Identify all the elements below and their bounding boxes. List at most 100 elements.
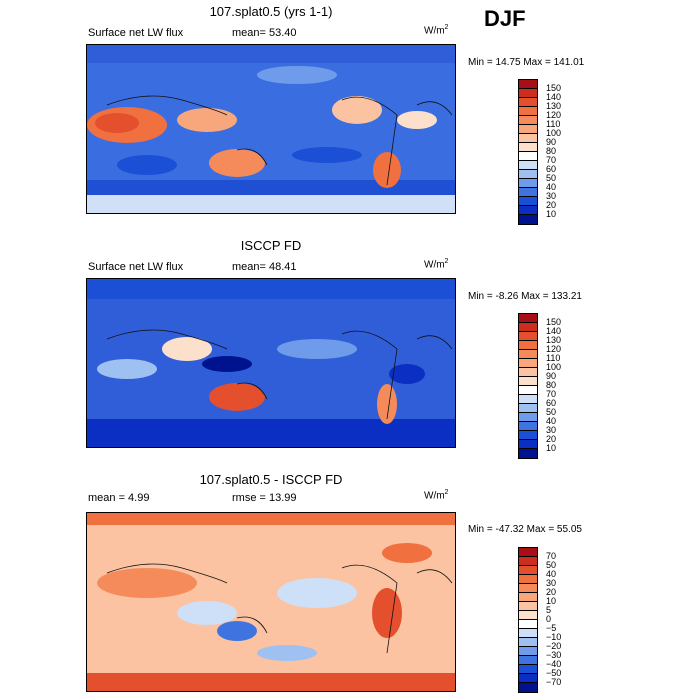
colorbar-tick-label: 60 [546, 398, 557, 408]
panel-title: 107.splat0.5 (yrs 1-1) [209, 4, 333, 19]
colorbar-tick-label: 90 [546, 371, 557, 381]
colorbar-tick-label: −10 [546, 632, 562, 642]
colorbar-tick-label: 10 [546, 443, 557, 453]
colorbar-tick-label: 110 [546, 353, 561, 363]
colorbar-segment [519, 152, 537, 161]
colorbar-segment [519, 161, 537, 170]
map-model [86, 44, 456, 214]
colorbar-segment [519, 584, 537, 593]
colorbar-tick-label: 30 [546, 191, 557, 201]
colorbar-tick-label: −40 [546, 659, 562, 669]
colorbar-segment [519, 143, 537, 152]
mean-label: mean = 4.99 [88, 492, 150, 504]
colorbar-tick-label: 0 [546, 614, 552, 624]
units-label: W/m2 [424, 489, 449, 502]
panel-title: 107.splat0.5 - ISCCP FD [199, 472, 343, 487]
colorbar-segment [519, 665, 537, 674]
colorbar-segment [519, 197, 537, 206]
colorbar-segment [519, 566, 537, 575]
colorbar-tick-label: 130 [546, 335, 562, 345]
colorbar-tick-label: −70 [546, 677, 562, 687]
colorbar-tick-label: 50 [546, 407, 557, 417]
mean-label: mean= 48.41 [232, 261, 297, 273]
colorbar-segment [519, 431, 537, 440]
colorbar-segment [519, 116, 537, 125]
colorbar-segment [519, 404, 537, 413]
colorbar-segment [519, 557, 537, 566]
colorbar-segment [519, 170, 537, 179]
colorbar-segment [519, 422, 537, 431]
colorbar-segment [519, 98, 537, 107]
colorbar-tick-label: −5 [546, 623, 557, 633]
map-obs [86, 278, 456, 448]
panel-model: 107.splat0.5 (yrs 1-1) Surface net LW fl… [0, 0, 700, 230]
colorbar-tick-label: −30 [546, 650, 562, 660]
colorbar-tick-label: 100 [546, 128, 562, 138]
colorbar-segment [519, 683, 537, 692]
colorbar-tick-label: 80 [546, 380, 557, 390]
mean-label: mean= 53.40 [232, 27, 297, 39]
colorbar-tick-label: 40 [546, 569, 557, 579]
colorbar-segment [519, 656, 537, 665]
colorbar-segment [519, 593, 537, 602]
colorbar-tick-label: 20 [546, 200, 557, 210]
colorbar-segment [519, 395, 537, 404]
colorbar-tick-label: 50 [546, 560, 557, 570]
colorbar-tick-label: 110 [546, 119, 561, 129]
colorbar-segment [519, 440, 537, 449]
colorbar-tick-label: 20 [546, 434, 557, 444]
colorbar-segment [519, 89, 537, 98]
colorbar-segment [519, 350, 537, 359]
colorbar-segment [519, 188, 537, 197]
field-label: Surface net LW flux [88, 27, 184, 39]
colorbar-segment [519, 647, 537, 656]
colorbar-segment [519, 332, 537, 341]
rmse-label: rmse = 13.99 [232, 492, 297, 504]
season-label: DJF [484, 6, 526, 31]
colorbar-tick-label: 130 [546, 101, 562, 111]
colorbar-tick-label: 5 [546, 605, 552, 615]
colorbar-segment [519, 314, 537, 323]
colorbar-tick-label: 140 [546, 326, 562, 336]
colorbar-segment [519, 323, 537, 332]
colorbar-tick-label: 70 [546, 389, 557, 399]
colorbar-segment [519, 377, 537, 386]
panel-title: ISCCP FD [240, 238, 302, 253]
colorbar-tick-label: 10 [546, 596, 557, 606]
colorbar-segment [519, 179, 537, 188]
colorbar-tick-label: 50 [546, 173, 557, 183]
colorbar-tick-label: 120 [546, 344, 562, 354]
colorbar-tick-label: 80 [546, 146, 557, 156]
colorbar-segment [519, 674, 537, 683]
colorbar-tick-label: 40 [546, 416, 557, 426]
colorbar-segment [519, 386, 537, 395]
map-diff [86, 512, 456, 692]
colorbar-tick-label: 60 [546, 164, 557, 174]
field-label: Surface net LW flux [88, 261, 184, 273]
colorbar-segment [519, 359, 537, 368]
panel-diff: 107.splat0.5 - ISCCP FD mean = 4.99 rmse… [0, 468, 700, 698]
panel-obs: ISCCP FD Surface net LW flux mean= 48.41… [0, 234, 700, 464]
colorbar-segment [519, 413, 537, 422]
colorbar-segment [519, 80, 537, 89]
colorbar-segment [519, 629, 537, 638]
colorbar-tick-label: 30 [546, 425, 557, 435]
colorbar-tick-label: 150 [546, 83, 562, 93]
colorbar-tick-label: 140 [546, 92, 562, 102]
min-max-label: Min = -47.32 Max = 55.05 [468, 524, 582, 535]
colorbar-segment [519, 548, 537, 557]
colorbar [518, 79, 538, 225]
colorbar [518, 313, 538, 459]
colorbar-segment [519, 620, 537, 629]
colorbar-segment [519, 125, 537, 134]
units-label: W/m2 [424, 258, 449, 271]
colorbar-segment [519, 449, 537, 458]
colorbar-segment [519, 107, 537, 116]
colorbar-tick-label: 10 [546, 209, 557, 219]
colorbar-segment [519, 206, 537, 215]
colorbar-tick-label: 90 [546, 137, 557, 147]
colorbar-tick-label: 120 [546, 110, 562, 120]
colorbar-tick-label: 100 [546, 362, 562, 372]
min-max-label: Min = 14.75 Max = 141.01 [468, 57, 585, 68]
colorbar-tick-label: −20 [546, 641, 562, 651]
